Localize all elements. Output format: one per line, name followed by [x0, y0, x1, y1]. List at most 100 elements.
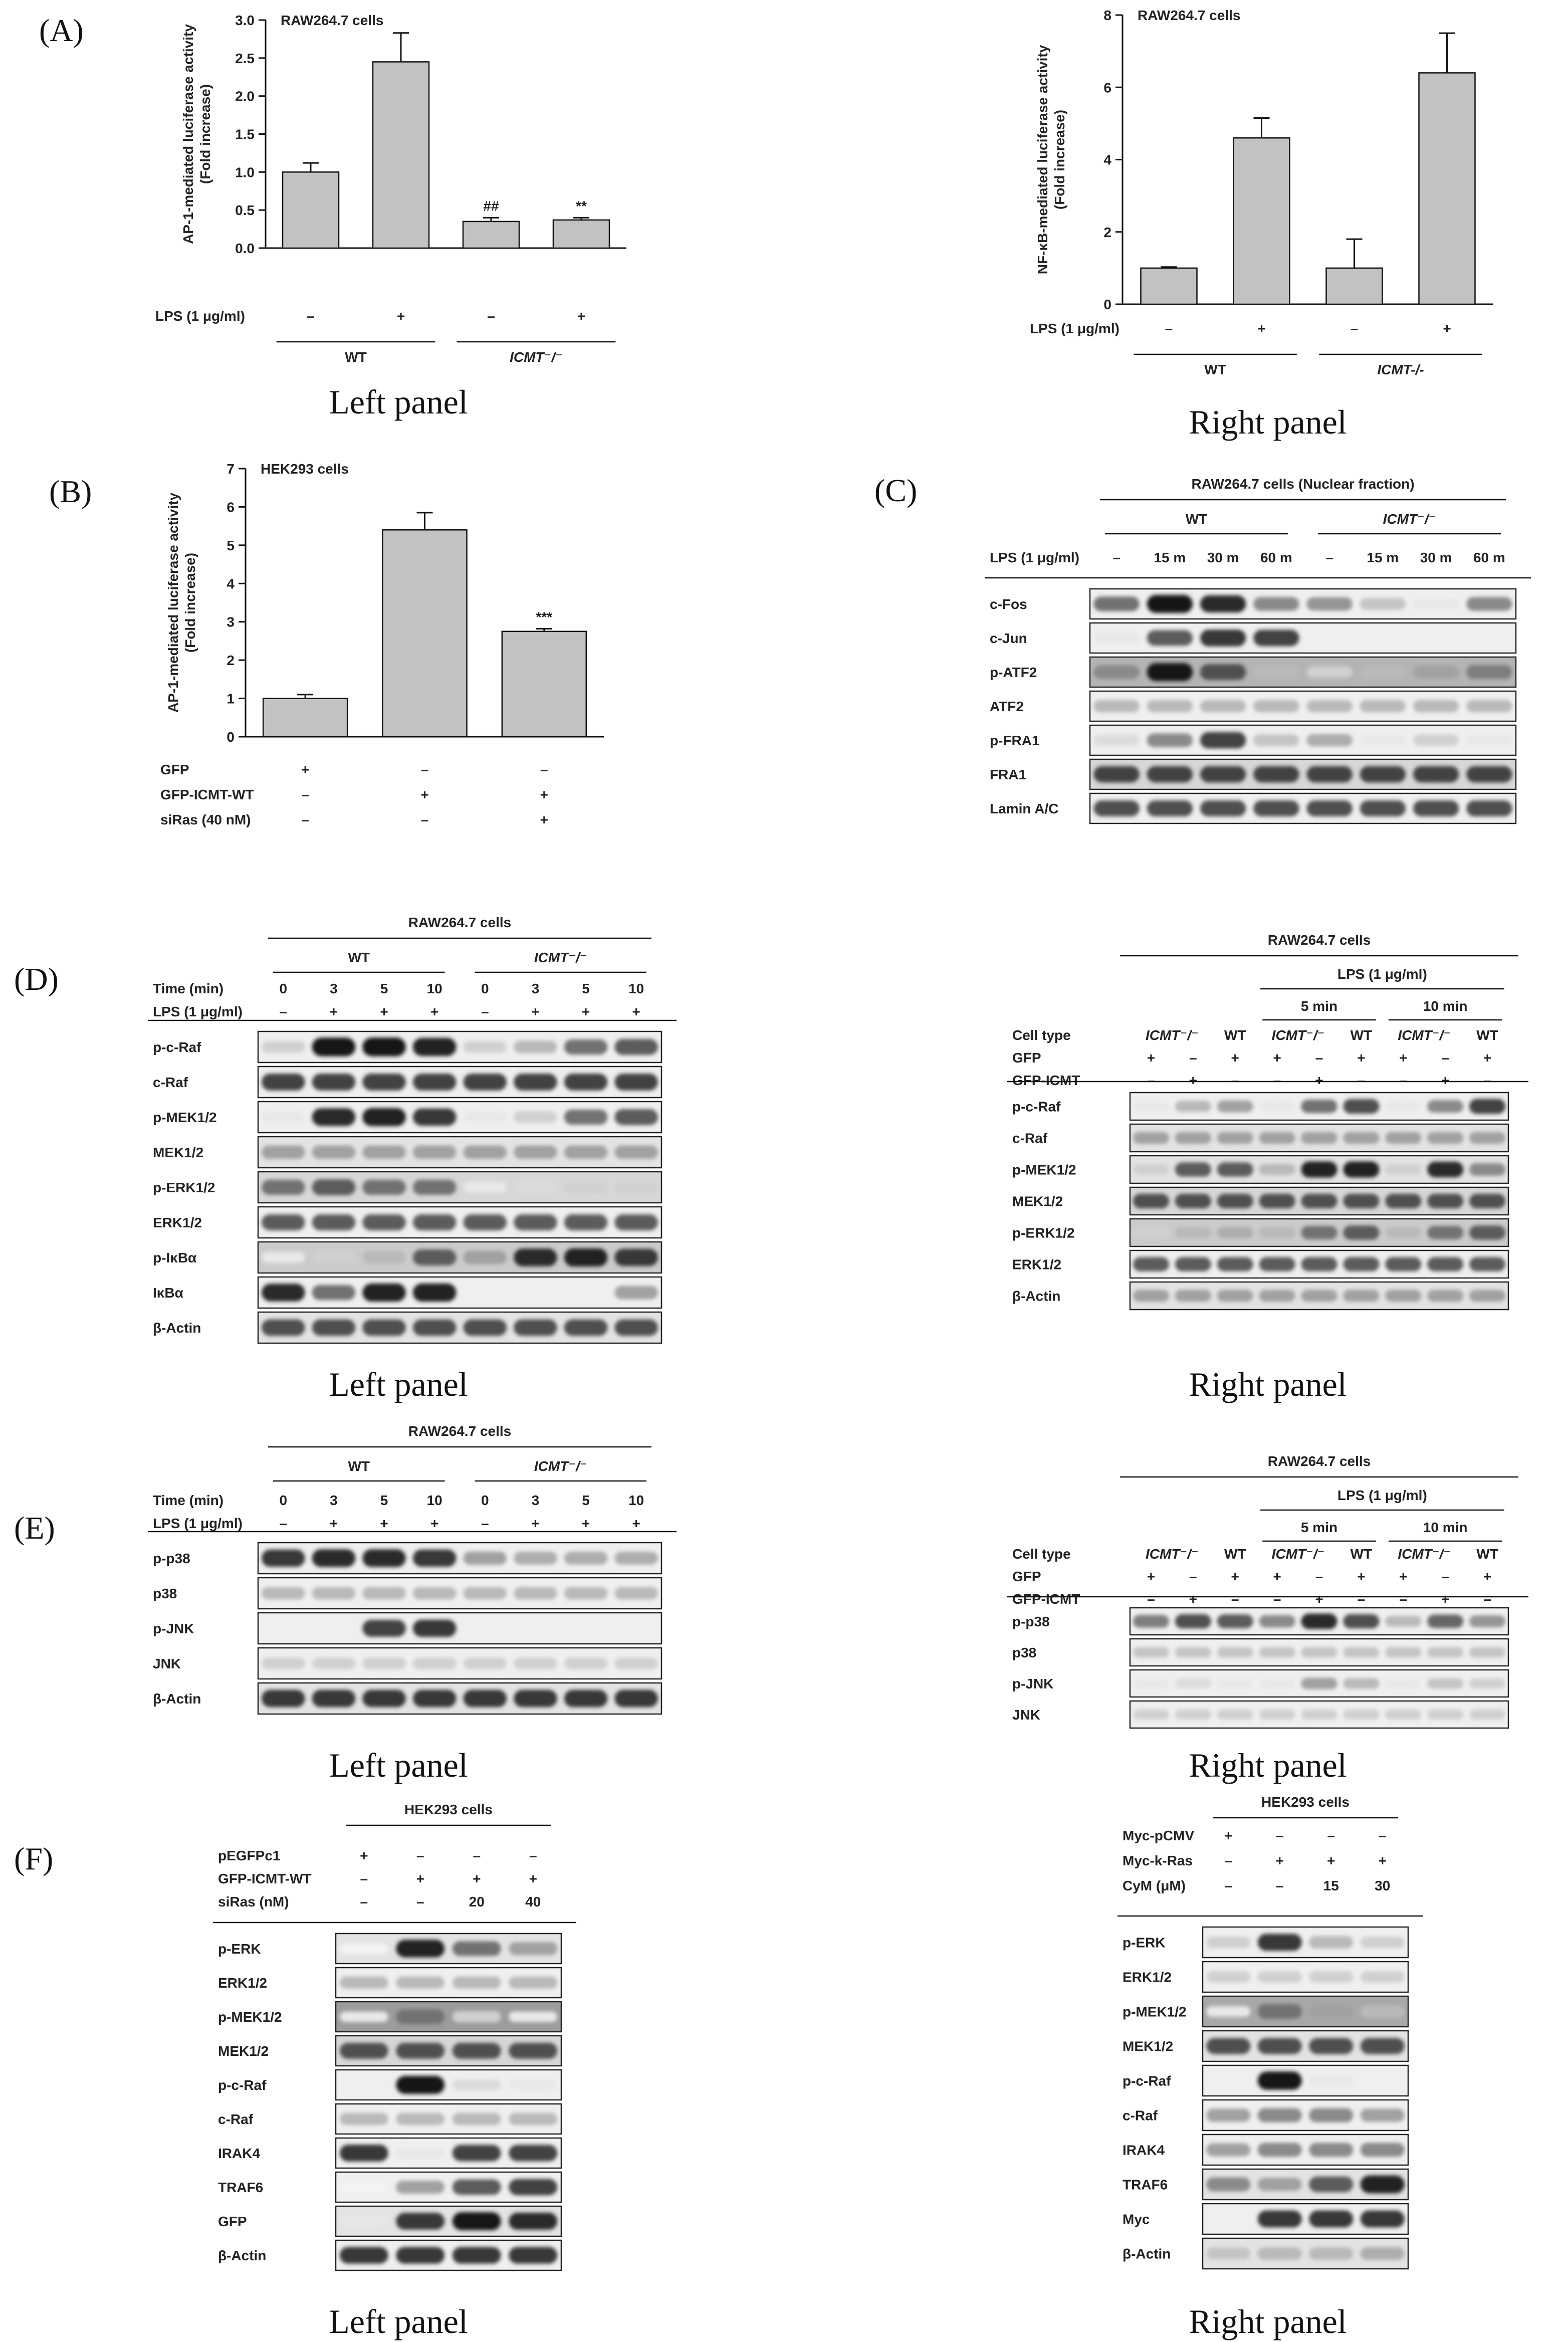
blot-band: [1469, 1709, 1506, 1720]
blot-band: [1343, 1099, 1380, 1114]
blot-band: [1385, 1709, 1422, 1720]
blot-band: [509, 2043, 558, 2059]
blot-band: [1360, 1937, 1405, 1948]
blot-band: [1133, 1132, 1170, 1144]
blot-label: ATF2: [990, 699, 1024, 714]
row-sign: –: [487, 308, 495, 324]
blot-label: MEK1/2: [1123, 2039, 1173, 2054]
row-value: +: [582, 1004, 590, 1019]
blot-band: [1175, 1709, 1211, 1720]
blot-band: [1200, 766, 1246, 783]
row-value: 60 m: [1473, 550, 1505, 565]
blot-band: [452, 2112, 501, 2125]
blot-band: [1469, 1678, 1506, 1689]
blot-label: p-ERK1/2: [1012, 1225, 1074, 1241]
cell-type-label: ICMT⁻/⁻: [1272, 1027, 1325, 1043]
blot-band: [1360, 1971, 1405, 1983]
blot-label: MEK1/2: [1012, 1194, 1063, 1209]
blot-label: Lamin A/C: [990, 801, 1058, 816]
significance-mark: ##: [483, 198, 499, 214]
blot-band: [412, 1074, 457, 1091]
y-tick-label: 2: [227, 653, 235, 668]
row-label: LPS (1 μg/ml): [990, 550, 1079, 565]
row-value: –: [481, 1004, 489, 1019]
row-value: 3: [532, 1493, 540, 1508]
blot-title: RAW264.7 cells (Nuclear fraction): [1191, 476, 1414, 492]
row-sign: +: [1483, 1050, 1491, 1066]
row-sign: –: [1147, 1591, 1155, 1607]
blot-band: [514, 1214, 557, 1230]
blot-band: [514, 1319, 557, 1336]
blot-band: [1175, 1678, 1211, 1688]
blot-band: [514, 1181, 557, 1193]
blot-title: RAW264.7 cells: [1268, 932, 1371, 948]
blot-band: [514, 1248, 557, 1266]
blot-band: [1217, 1709, 1253, 1720]
blot-band: [1385, 1647, 1422, 1658]
chart-a-right: 0 2 4 6 8 RAW264.7 cells NF-κB-mediated lucife…: [1030, 8, 1493, 377]
row-sign: –: [1165, 321, 1173, 336]
y-tick-label: 0.0: [235, 241, 255, 256]
blot-band: [463, 1551, 507, 1565]
blot-band: [1427, 1161, 1464, 1178]
blot-label: p-JNK: [153, 1621, 194, 1636]
blot-band: [614, 1689, 658, 1708]
blot-band: [614, 1319, 658, 1336]
blot-band: [1133, 1647, 1170, 1658]
blot-band: [463, 1587, 507, 1600]
blot-band: [564, 1145, 608, 1159]
group-label: ICMT⁻/⁻: [534, 950, 587, 965]
blot-d-left: RAW264.7 cells WT ICMT⁻/⁻ Time (min) 0 3 5 10 0 3…: [148, 915, 677, 1344]
row-value: 0: [280, 1493, 288, 1508]
blot-label: p-FRA1: [990, 733, 1040, 748]
significance-mark: **: [576, 198, 587, 214]
row-label: LPS (1 μg/ml): [153, 1004, 243, 1019]
row-sign: +: [1357, 1050, 1365, 1066]
row-sign: +: [1257, 321, 1265, 336]
row-sign: –: [1358, 1073, 1366, 1088]
blot-e-left: RAW264.7 cells WT ICMT⁻/⁻ Time (min) 0 3 5 10 0 3…: [148, 1423, 677, 1715]
blot-band: [1469, 1647, 1506, 1658]
row-value: +: [529, 1871, 537, 1886]
blot-band: [1133, 1678, 1170, 1688]
blot-band: [1343, 1225, 1380, 1240]
blot-f-left: HEK293 cells pEGFPc1 + – – – GFP-ICMT-WT – + + + si…: [213, 1802, 576, 2271]
group-label: ICMT⁻/⁻: [510, 349, 563, 365]
row-label: Myc-k-Ras: [1123, 1853, 1193, 1868]
row-sign: +: [1231, 1050, 1239, 1066]
row-value: 3: [330, 981, 338, 996]
blot-band: [262, 1252, 305, 1263]
blot-band: [463, 1145, 507, 1159]
blot-band: [1253, 734, 1299, 746]
blot-label: ERK1/2: [153, 1215, 202, 1230]
blot-band: [1469, 1615, 1506, 1628]
blot-band: [1147, 630, 1193, 646]
caption-e-right: Right panel: [1189, 1746, 1347, 1784]
blot-band: [1360, 700, 1406, 713]
blot-band: [396, 2009, 445, 2024]
blot-band: [339, 2145, 388, 2162]
row-value: –: [1325, 550, 1333, 565]
row-value: +: [416, 1871, 424, 1886]
panel-label-a: (A): [39, 13, 84, 48]
blot-band: [564, 1074, 608, 1091]
row-label: Cell type: [1012, 1546, 1071, 1562]
blot-band: [1385, 1290, 1422, 1302]
blot-band: [564, 1181, 608, 1193]
y-tick-label: 2: [1103, 225, 1111, 240]
cell-type-label: WT: [1476, 1546, 1498, 1562]
blot-band: [312, 1179, 356, 1195]
blot-band: [509, 2145, 558, 2162]
blot-band: [412, 1214, 457, 1230]
blot-band: [1257, 1971, 1302, 1983]
blot-label: JNK: [1012, 1707, 1040, 1723]
row-value: +: [330, 1516, 338, 1531]
group-label: WT: [1204, 362, 1226, 377]
blot-band: [1343, 1257, 1380, 1271]
row-label: GFP-ICMT: [1012, 1591, 1080, 1607]
blot-title: RAW264.7 cells: [408, 1423, 511, 1439]
blot-band: [1360, 666, 1406, 679]
blot-label: TRAF6: [1123, 2177, 1168, 2193]
blot-band: [614, 1109, 658, 1125]
row-sign: +: [1147, 1050, 1155, 1066]
